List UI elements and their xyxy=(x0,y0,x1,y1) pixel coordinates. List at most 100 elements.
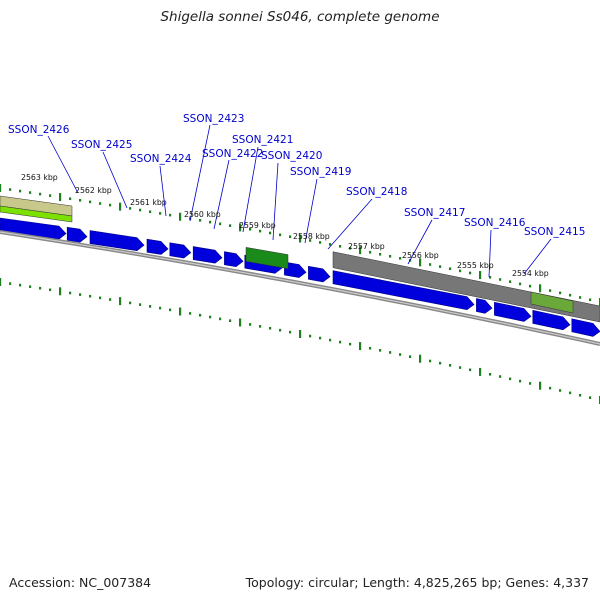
outer-tick-mark xyxy=(109,203,112,207)
gene-label-sson-2422[interactable]: SSON_2422 xyxy=(202,148,263,160)
feature-block-highlight xyxy=(0,205,73,223)
inner-tick-mark xyxy=(549,386,552,390)
cds-arrow xyxy=(146,238,169,255)
inner-tick-mark xyxy=(439,361,442,365)
outer-tick-mark xyxy=(319,241,322,244)
gene-label-sson-2424[interactable]: SSON_2424 xyxy=(130,153,192,165)
outer-tick-mark xyxy=(469,271,472,275)
kbp-label-2560: 2560 kbp xyxy=(184,210,221,219)
outer-tick-mark xyxy=(39,192,42,196)
cds-arrow xyxy=(224,251,244,267)
inner-tick-mark xyxy=(209,315,212,319)
inner-tick-mark xyxy=(279,328,282,332)
outer-tick-mark xyxy=(0,184,2,192)
gene-leader-line xyxy=(272,162,279,241)
gene-label-sson-2420[interactable]: SSON_2420 xyxy=(261,150,322,162)
inner-tick-track xyxy=(0,278,600,404)
inner-tick-mark xyxy=(119,297,122,306)
outer-tick-mark xyxy=(589,298,592,302)
inner-tick-mark xyxy=(39,286,42,290)
outer-tick-mark xyxy=(359,246,362,255)
outer-tick-mark xyxy=(489,276,492,279)
gene-label-sson-2417[interactable]: SSON_2417 xyxy=(404,207,465,219)
outer-tick-mark xyxy=(49,194,52,197)
outer-tick-mark xyxy=(269,231,272,235)
outer-tick-mark xyxy=(9,188,12,191)
cds-arrow xyxy=(169,242,192,259)
outer-tick-mark xyxy=(289,235,292,239)
outer-tick-mark xyxy=(499,278,502,281)
cds-arrow xyxy=(476,298,493,314)
outer-tick-mark xyxy=(429,263,432,266)
inner-tick-mark xyxy=(399,353,402,356)
inner-tick-mark xyxy=(519,379,522,383)
outer-tick-mark xyxy=(539,284,542,293)
inner-tick-mark xyxy=(79,293,82,296)
outer-tick-mark xyxy=(329,243,332,246)
gene-label-sson-2419[interactable]: SSON_2419 xyxy=(290,166,351,178)
feature-block-green xyxy=(530,291,574,314)
outer-tick-mark xyxy=(459,269,462,273)
cds-arrow xyxy=(89,230,145,252)
gene-leader-line xyxy=(159,165,167,217)
inner-tick-mark xyxy=(559,389,562,392)
outer-tick-mark xyxy=(169,213,172,217)
cds-arrow xyxy=(571,318,600,337)
outer-tick-mark xyxy=(59,193,62,202)
inner-tick-mark xyxy=(339,340,342,344)
cds-arrow xyxy=(532,309,571,331)
accession-text: Accession: NC_007384 xyxy=(9,575,152,590)
outer-tick-mark xyxy=(389,254,392,258)
inner-tick-mark xyxy=(59,287,62,296)
gene-label-sson-2415[interactable]: SSON_2415 xyxy=(524,226,585,238)
outer-tick-mark xyxy=(159,212,162,215)
outer-tick-mark xyxy=(549,289,552,292)
kbp-label-2562: 2562 kbp xyxy=(75,186,112,195)
outer-tick-mark xyxy=(209,220,212,224)
inner-tick-mark xyxy=(29,285,32,288)
inner-tick-mark xyxy=(319,336,322,340)
cds-arrow xyxy=(332,270,475,311)
gene-leader-line xyxy=(523,238,552,275)
outer-tick-mark xyxy=(339,245,342,248)
gene-label-sson-2423[interactable]: SSON_2423 xyxy=(183,113,244,125)
outer-tick-mark xyxy=(399,257,402,260)
kbp-label-2563: 2563 kbp xyxy=(21,173,58,182)
rna-block xyxy=(245,247,289,269)
inner-tick-mark xyxy=(259,325,262,328)
cds-arrow xyxy=(284,261,307,278)
gene-leader-line xyxy=(488,229,492,278)
kbp-label-2554: 2554 kbp xyxy=(512,269,549,278)
genome-backbone xyxy=(0,230,600,346)
gene-label-sson-2426[interactable]: SSON_2426 xyxy=(8,124,70,136)
inner-tick-mark xyxy=(349,342,352,346)
gene-label-sson-2416[interactable]: SSON_2416 xyxy=(464,217,526,229)
inner-tick-mark xyxy=(219,317,222,321)
gene-label-sson-2425[interactable]: SSON_2425 xyxy=(71,139,132,151)
outer-tick-mark xyxy=(89,200,92,204)
outer-tick-mark xyxy=(579,296,582,299)
inner-tick-mark xyxy=(539,381,542,390)
inner-tick-mark xyxy=(359,342,362,351)
inner-tick-mark xyxy=(369,346,372,350)
gene-label-leaders xyxy=(47,124,552,278)
outer-tick-mark xyxy=(29,191,32,194)
outer-tick-mark xyxy=(279,233,282,237)
inner-tick-mark xyxy=(569,391,572,395)
inner-tick-mark xyxy=(449,364,452,367)
outer-tick-mark xyxy=(119,202,122,211)
kbp-label-2558: 2558 kbp xyxy=(293,232,330,241)
outer-tick-mark xyxy=(259,229,262,233)
inner-tick-mark xyxy=(89,294,92,298)
outer-tick-mark xyxy=(19,189,22,193)
inner-tick-mark xyxy=(149,305,152,308)
inner-tick-mark xyxy=(199,313,202,317)
inner-tick-mark xyxy=(469,368,472,372)
backbone-highlight xyxy=(0,231,600,345)
gene-label-sson-2421[interactable]: SSON_2421 xyxy=(232,134,293,146)
kbp-label-2555: 2555 kbp xyxy=(457,261,494,270)
gene-label-sson-2418[interactable]: SSON_2418 xyxy=(346,186,407,198)
feature-track xyxy=(0,195,600,337)
cds-arrow xyxy=(66,226,88,243)
